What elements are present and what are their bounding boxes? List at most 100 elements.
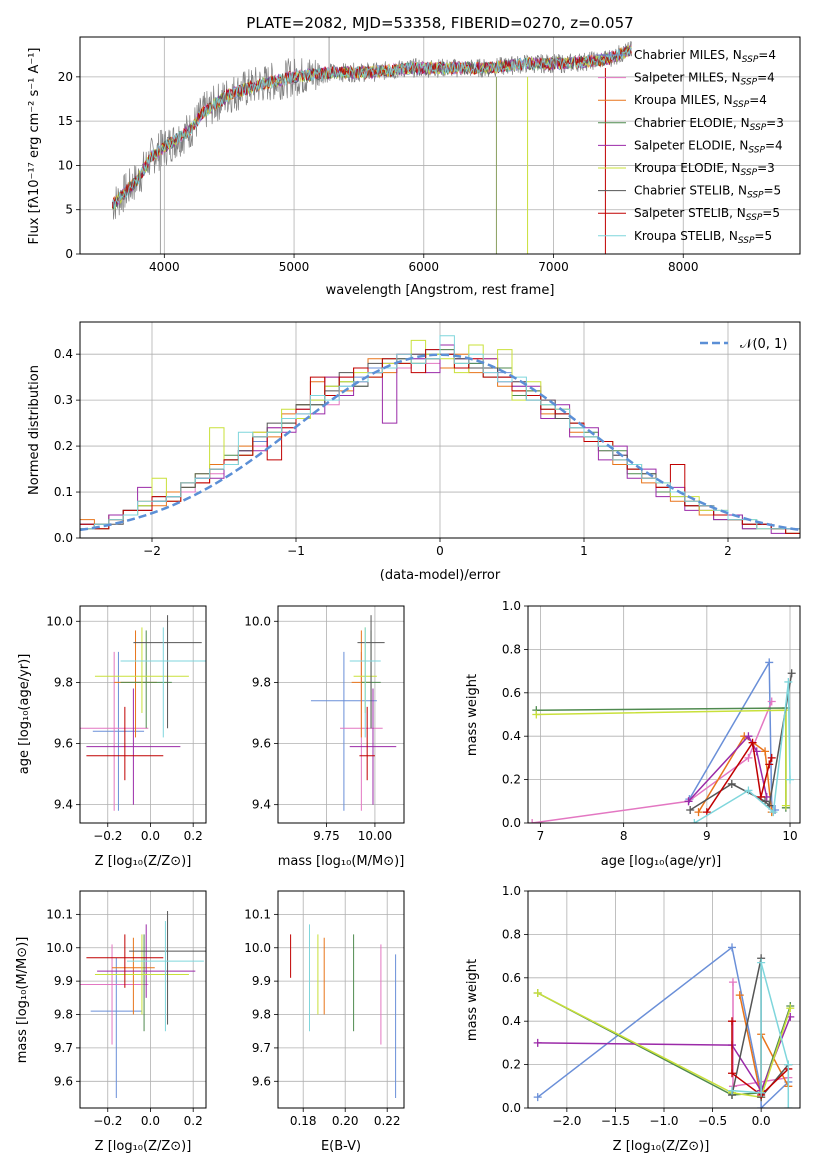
age-vs-mass-panel: 9.75 10.00 9.4 9.6 9.8 10.0 mass [log₁₀(M/M⊙)… (244, 605, 405, 869)
weight-series-line (687, 734, 768, 802)
mass-vs-ebv-ytick-label: 9.9 (252, 974, 271, 988)
weight-marker (757, 1088, 766, 1097)
weight-vs-age-xtick-label: 8 (620, 829, 628, 843)
spectrum-xlabel: wavelength [Angstrom, rest frame] (326, 283, 555, 298)
mass-vs-z-panel: −0.2 0.0 0.2 9.6 9.7 9.8 9.9 10.0 10.1 Z [log₁₀(… (15, 890, 207, 1154)
mass-vs-z-ytick-label: 10.1 (46, 907, 73, 921)
age-vs-z-ytick-label: 9.6 (54, 737, 73, 751)
age-vs-z-ylabel: age [log₁₀(age/yr)] (17, 654, 32, 775)
spectrum-legend: Chabrier MILES, NSSP=4 Salpeter MILES, NS… (598, 48, 784, 246)
age-vs-z-ytick-label: 9.4 (54, 798, 73, 812)
weight-marker (744, 786, 753, 795)
mass-vs-z-ytick-label: 9.7 (54, 1041, 73, 1055)
weight-vs-z-xtick-label: −1.5 (601, 1114, 630, 1128)
legend-entry: Chabrier ELODIE, NSSP=3 (634, 116, 784, 133)
weight-vs-age-ytick-label: 1.0 (502, 599, 521, 613)
age-vs-mass-ytick-label: 9.8 (252, 675, 271, 689)
weight-vs-age-ytick-label: 0.2 (502, 773, 521, 787)
mass-vs-ebv-panel: 0.18 0.20 0.22 9.6 9.7 9.8 9.9 10.0 10.1 E(B-V) (244, 890, 405, 1154)
legend-entry: Kroupa STELIB, NSSP=5 (634, 229, 772, 246)
weight-vs-age-xtick-label: 10 (782, 829, 797, 843)
spectrum-panel: 4000 5000 6000 7000 8000 0 5 10 15 20 Chabrier MIL… (27, 14, 801, 298)
mass-vs-z-errorbars (80, 911, 206, 1098)
weight-marker (744, 753, 753, 762)
age-vs-z-errorbars (80, 615, 206, 811)
mass-vs-z-ytick-label: 10.0 (46, 941, 73, 955)
weight-vs-age-ytick-label: 0.6 (502, 686, 521, 700)
weight-vs-age-ytick-label: 0.4 (502, 729, 521, 743)
weight-marker (728, 1086, 736, 1095)
weight-marker (765, 658, 774, 667)
weight-marker (684, 797, 693, 806)
histogram-frame (79, 321, 801, 539)
weight-vs-z-ylabel: mass weight (465, 959, 480, 1041)
mass-vs-ebv-ytick-label: 10.1 (244, 907, 271, 921)
histogram-xtick-label: 2 (724, 544, 732, 558)
legend-entry: Salpeter STELIB, NSSP=5 (634, 206, 780, 223)
weight-vs-age-ytick-label: 0.8 (502, 642, 521, 656)
mass-vs-z-ytick-label: 9.9 (54, 974, 73, 988)
weight-vs-age-xtick-label: 7 (537, 829, 545, 843)
weight-marker (533, 988, 542, 997)
weight-marker (533, 1093, 542, 1102)
weight-vs-z-panel: −2.0 −1.5 −1.0 −0.5 0.0 0.0 0.2 0.4 0.6 0.8 1.0 Z … (465, 884, 801, 1154)
weight-marker (784, 1104, 793, 1108)
age-vs-z-xtick-label: 0.0 (141, 829, 160, 843)
weight-marker (728, 1069, 736, 1078)
mass-vs-z-xtick-label: 0.0 (141, 1114, 160, 1128)
histogram-ytick-label: 0.0 (54, 531, 73, 545)
weight-vs-z-ytick-label: 0.8 (502, 927, 521, 941)
weight-marker (748, 738, 757, 747)
gaussian-curve (80, 353, 800, 532)
mass-vs-ebv-errorbars (290, 924, 397, 1098)
age-vs-mass-xtick-label: 10.00 (358, 829, 392, 843)
weight-vs-age-ylabel: mass weight (465, 674, 480, 756)
weight-marker (756, 792, 765, 801)
age-vs-mass-ytick-label: 9.6 (252, 737, 271, 751)
legend-entry: Salpeter ELODIE, NSSP=4 (634, 138, 783, 155)
spectrum-ytick-label: 10 (58, 158, 73, 172)
legend-entry: Kroupa MILES, NSSP=4 (634, 93, 767, 110)
weight-marker (532, 710, 541, 719)
weight-vs-z-ytick-label: 0.6 (502, 971, 521, 985)
legend-entry: Chabrier MILES, NSSP=4 (634, 48, 776, 65)
age-vs-mass-ytick-label: 10.0 (244, 614, 271, 628)
spectrum-xtick-label: 8000 (668, 260, 699, 274)
legend-entry: Salpeter MILES, NSSP=4 (634, 71, 775, 88)
weight-marker (784, 677, 793, 686)
mass-vs-z-frame (79, 890, 207, 1109)
histogram-ylabel: Normed distribution (27, 365, 42, 495)
mass-vs-ebv-xtick-label: 0.20 (332, 1114, 359, 1128)
histogram-xtick-label: 1 (580, 544, 588, 558)
weight-marker (786, 1004, 795, 1013)
mass-vs-ebv-ytick-label: 9.8 (252, 1008, 271, 1022)
mass-vs-ebv-frame (277, 890, 405, 1109)
spectrum-lines (111, 37, 632, 254)
age-vs-z-ytick-label: 10.0 (46, 614, 73, 628)
weight-vs-age-xtick-label: 9 (703, 829, 711, 843)
weight-marker (727, 779, 736, 788)
histogram-xtick-label: −1 (287, 544, 305, 558)
mass-vs-ebv-xtick-label: 0.22 (374, 1114, 401, 1128)
histogram-ytick-label: 0.2 (54, 439, 73, 453)
age-vs-mass-errorbars (310, 615, 397, 811)
weight-marker (765, 760, 774, 769)
histogram-ytick-label: 0.3 (54, 393, 73, 407)
age-vs-z-xlabel: Z [log₁₀(Z/Z⊙)] (95, 854, 192, 869)
model-spectrum-line (112, 46, 632, 210)
legend-entry: Chabrier STELIB, NSSP=5 (634, 184, 781, 201)
weight-vs-z-ytick-label: 0.2 (502, 1058, 521, 1072)
weight-marker (757, 958, 766, 967)
age-vs-mass-frame (277, 605, 405, 824)
histogram-xtick-label: 0 (436, 544, 444, 558)
spectrum-title: PLATE=2082, MJD=53358, FIBERID=0270, z=0… (246, 14, 633, 32)
age-vs-z-xtick-label: 0.2 (184, 829, 203, 843)
weight-vs-age-frame (527, 605, 801, 824)
weight-marker (728, 943, 736, 952)
weight-marker (786, 775, 795, 784)
spectrum-ylabel: Flux [fλ10⁻¹⁷ erg cm⁻² s⁻¹ A⁻¹] (27, 48, 42, 245)
spectrum-xtick-label: 5000 (279, 260, 310, 274)
mass-vs-z-ylabel: mass [log₁₀(M/M⊙)] (15, 937, 30, 1064)
histogram-steps (80, 335, 800, 534)
